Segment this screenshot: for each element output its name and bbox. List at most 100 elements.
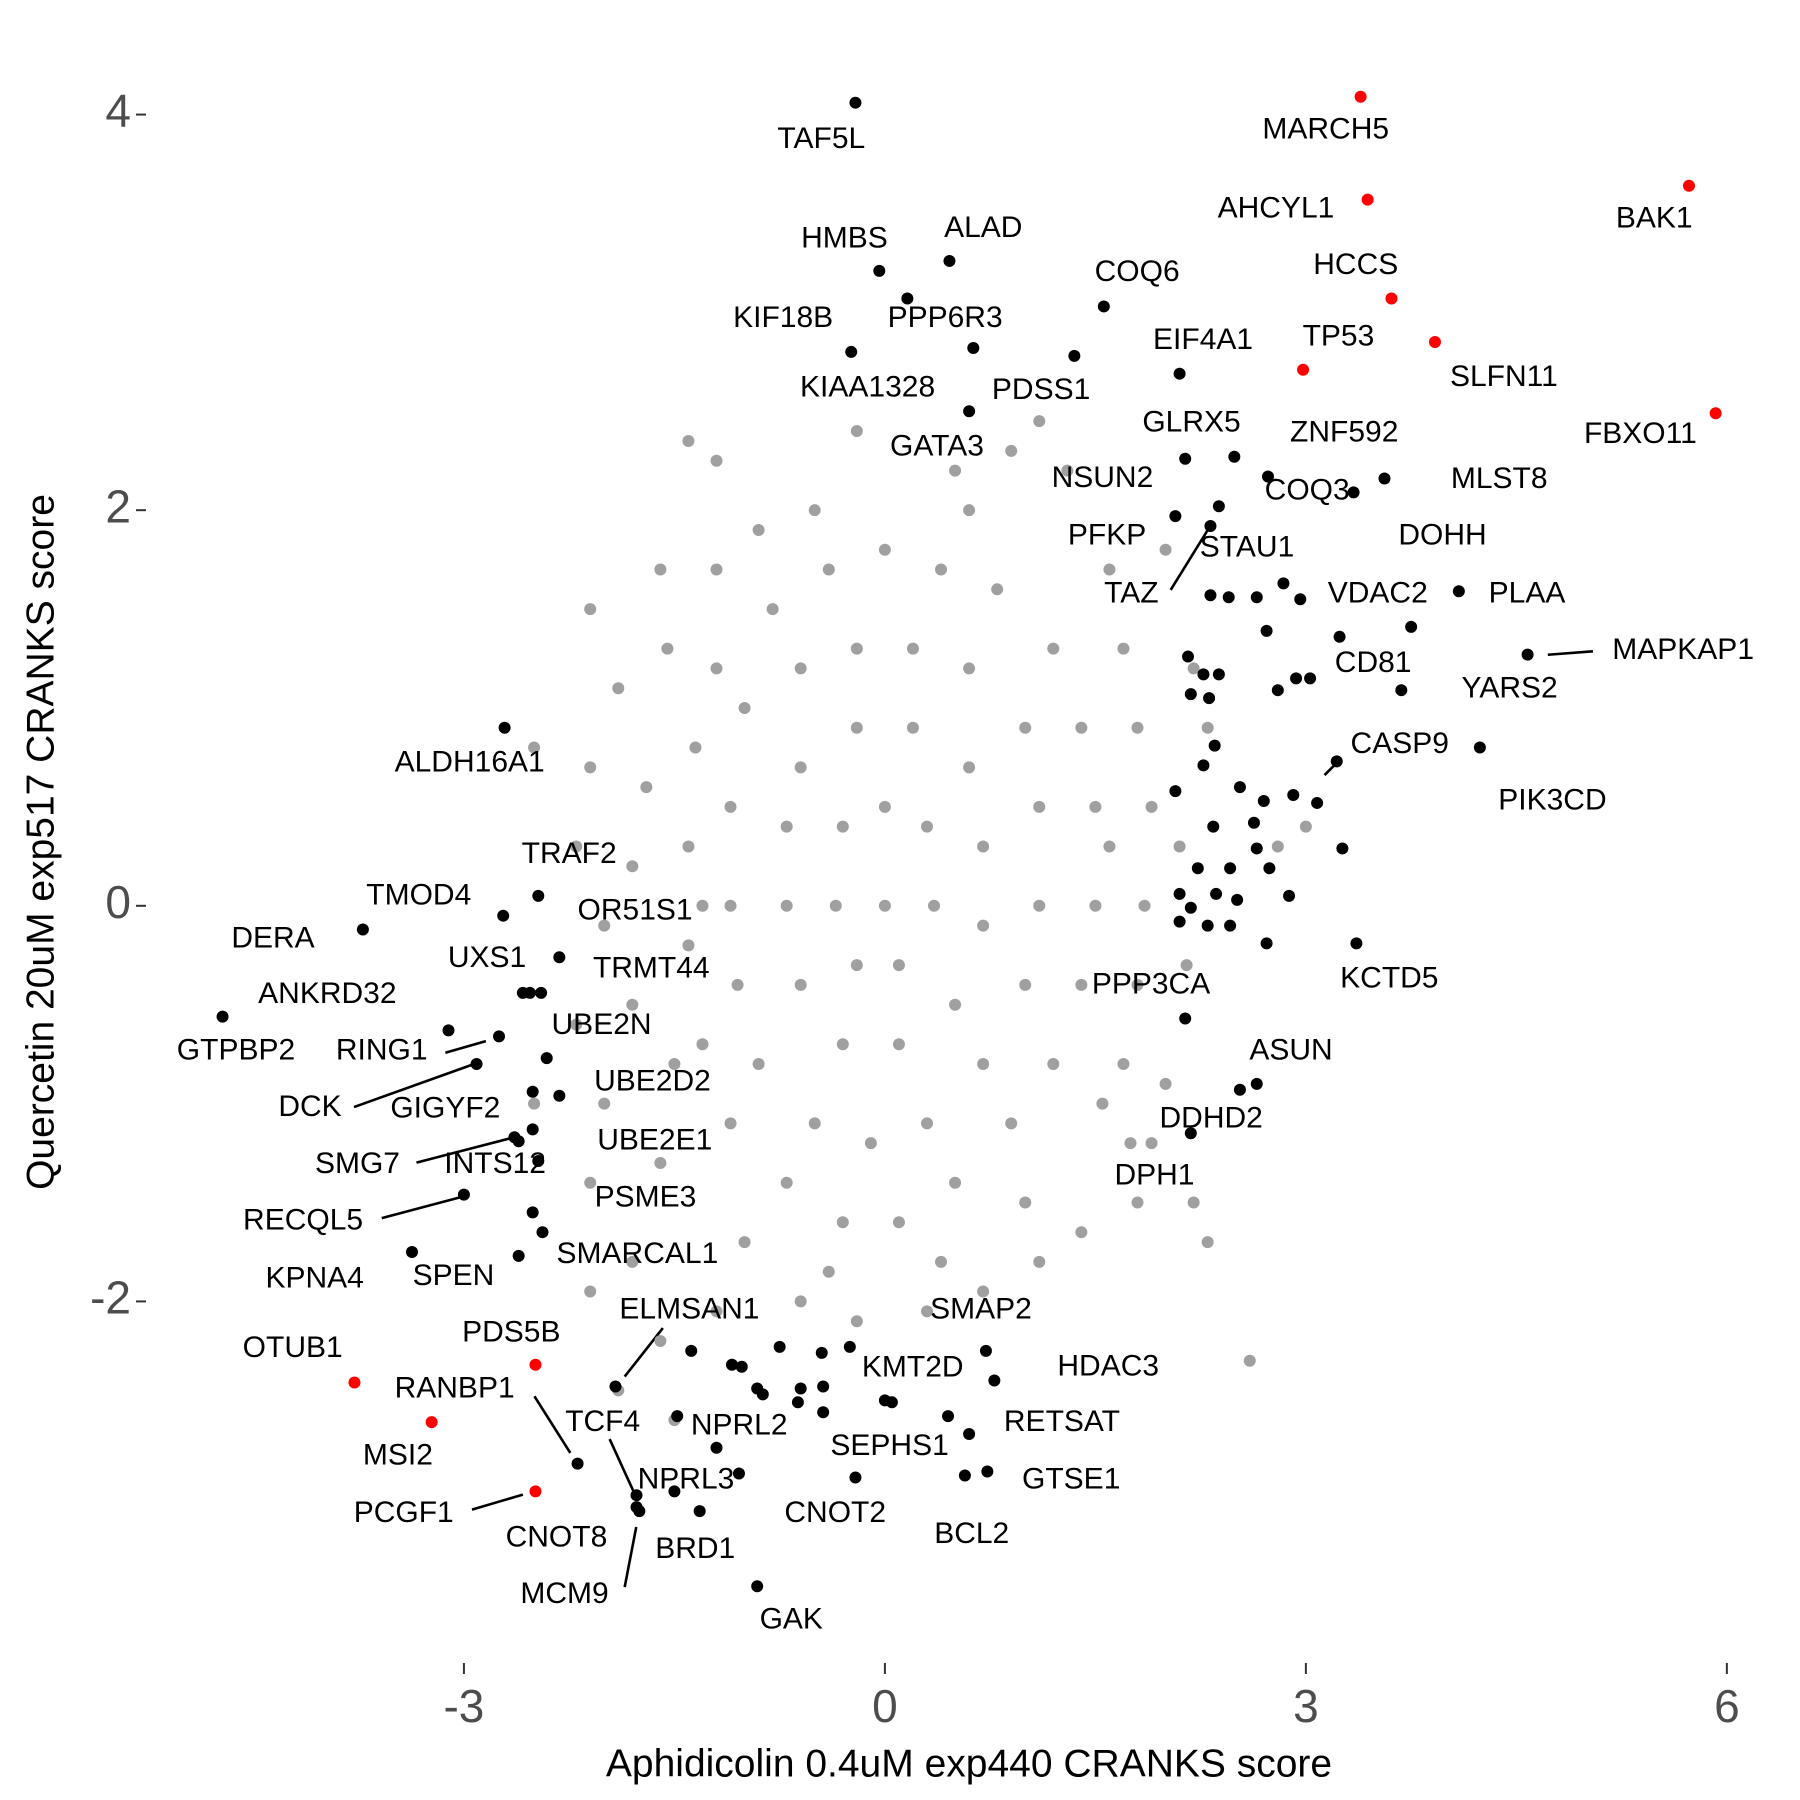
leader-line [471, 1493, 524, 1511]
point [1361, 193, 1374, 206]
point [584, 603, 597, 616]
point [1169, 785, 1182, 798]
point-label: GTPBP2 [177, 1033, 295, 1066]
point-label: VDAC2 [1328, 577, 1428, 610]
point [878, 800, 891, 813]
point [1350, 937, 1363, 950]
point-label: PPP3CA [1092, 968, 1210, 1001]
point [1233, 1083, 1246, 1096]
point-label: BCL2 [934, 1517, 1009, 1550]
point [815, 1346, 828, 1359]
point [731, 978, 744, 991]
point [1179, 1012, 1192, 1025]
point-label: KMT2D [862, 1350, 964, 1383]
point [1184, 901, 1197, 914]
point [724, 800, 737, 813]
point-label: ANKRD32 [258, 977, 396, 1010]
leader-line [445, 1039, 487, 1054]
point [1250, 842, 1263, 855]
point-label: NPRL3 [638, 1463, 735, 1496]
point-label: RECQL5 [243, 1204, 363, 1237]
point-label: OTUB1 [243, 1331, 343, 1364]
point-label: MCM9 [520, 1577, 608, 1610]
point [878, 899, 891, 912]
point [671, 1410, 684, 1423]
point [921, 820, 934, 833]
point [1005, 1117, 1018, 1130]
point [1709, 407, 1722, 420]
point [512, 1249, 525, 1262]
point [1257, 794, 1270, 807]
point-label: GLRX5 [1142, 405, 1240, 438]
point [850, 425, 863, 438]
point [661, 642, 674, 655]
point [991, 583, 1004, 596]
point-label: DCK [278, 1090, 341, 1123]
point [921, 1305, 934, 1318]
point [1187, 1196, 1200, 1209]
point [850, 959, 863, 972]
point [571, 1457, 584, 1470]
point [682, 840, 695, 853]
point-label: RETSAT [1004, 1405, 1120, 1438]
point [1089, 800, 1102, 813]
point [1047, 1058, 1060, 1071]
point [609, 1380, 622, 1393]
point [773, 1340, 786, 1353]
point [1385, 292, 1398, 305]
point-label: AHCYL1 [1218, 191, 1335, 224]
point [808, 504, 821, 517]
point [1169, 510, 1182, 523]
point [901, 292, 914, 305]
point [529, 1485, 542, 1498]
point [949, 1176, 962, 1189]
leader-line [1169, 525, 1212, 591]
point [1131, 1196, 1144, 1209]
point [1145, 1137, 1158, 1150]
point [1047, 642, 1060, 655]
point-label: UBE2D2 [594, 1065, 711, 1098]
point [1182, 650, 1195, 663]
leader-line [623, 1327, 664, 1378]
point [457, 1188, 470, 1201]
point [1173, 915, 1186, 928]
point [1212, 668, 1225, 681]
point [685, 1344, 698, 1357]
point [1247, 816, 1260, 829]
point [1204, 520, 1217, 533]
point [1277, 577, 1290, 590]
point [977, 919, 990, 932]
point [1187, 662, 1200, 675]
point-label: GAK [760, 1603, 823, 1636]
point [710, 1441, 723, 1454]
point [626, 860, 639, 873]
point [1304, 672, 1317, 685]
point [1333, 630, 1346, 643]
point [497, 909, 510, 922]
point [1428, 336, 1441, 349]
point [470, 1058, 483, 1071]
point [794, 1295, 807, 1308]
point-label: KCTD5 [1340, 962, 1438, 995]
point [626, 998, 639, 1011]
point [1184, 1127, 1197, 1140]
point [1201, 1236, 1214, 1249]
point [1228, 450, 1241, 463]
point-label: MARCH5 [1262, 113, 1389, 146]
point-label: CASP9 [1351, 727, 1449, 760]
point-label: PSME3 [595, 1180, 697, 1213]
point [696, 899, 709, 912]
point [1124, 1137, 1137, 1150]
point [654, 1156, 667, 1169]
point [1231, 893, 1244, 906]
point-label: UBE2N [552, 1008, 652, 1041]
x-tick-label: 0 [872, 1680, 898, 1732]
point [630, 1489, 643, 1502]
point-label: EIF4A1 [1153, 323, 1253, 356]
point [738, 1236, 751, 1249]
leader-line [623, 1526, 638, 1588]
point [1260, 937, 1273, 950]
point [1287, 789, 1300, 802]
point-label: PCGF1 [354, 1496, 454, 1529]
